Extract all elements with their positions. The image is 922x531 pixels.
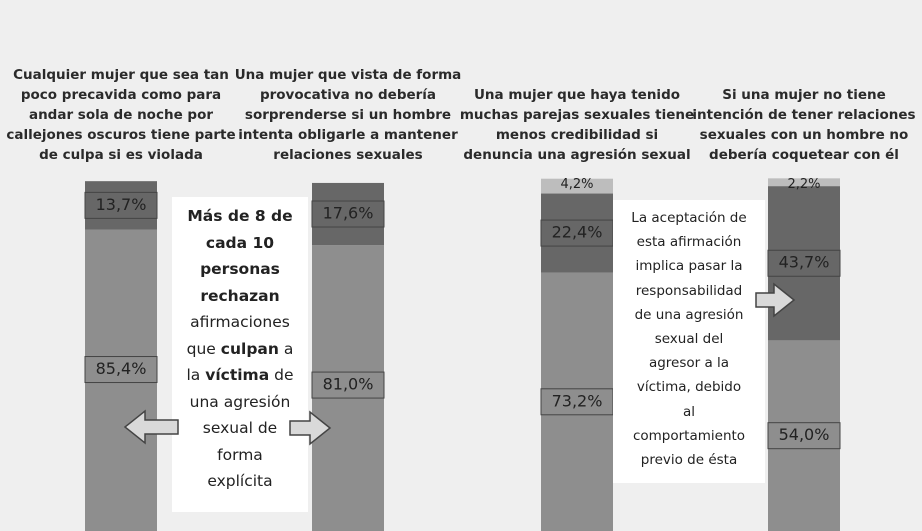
annotation-text: agresor a la (648, 355, 730, 372)
value-label-box (311, 371, 385, 399)
value-label: 22,4% (552, 223, 603, 242)
annotation-text: responsabilidad (635, 282, 743, 299)
bar-segment (85, 181, 157, 230)
annotation-line: previo de ésta (613, 448, 765, 472)
annotation-text: una agresión (189, 392, 291, 411)
value-label: 73,2% (552, 391, 603, 410)
bar-segment (768, 178, 840, 187)
annotation-text: personas (200, 260, 280, 278)
annotation-box: Más de 8 de cada 10 personas rechazan afirma… (172, 197, 308, 512)
annotation-text: La aceptación de (631, 210, 747, 226)
annotation-text: implica pasar la (635, 258, 743, 275)
bar-segment (768, 340, 840, 531)
annotation-line: sexual de (172, 415, 308, 442)
annotation-line: responsabilidad (613, 279, 765, 303)
value-label-box (311, 200, 385, 228)
annotation-text: a (278, 339, 294, 358)
arrow (289, 410, 332, 446)
value-label-box (767, 422, 841, 450)
value-label-box (767, 249, 841, 277)
annotation-line: forma (172, 442, 308, 469)
category-label: Una mujer que vista de forma provocativa… (234, 67, 462, 163)
annotation-line: rechazan (172, 283, 308, 310)
annotation-text: de (269, 366, 294, 384)
annotation-line: afirmaciones (172, 309, 308, 336)
annotation-text: de una agresión (634, 306, 744, 323)
bar-segment (312, 182, 384, 246)
annotation-line: comportamiento (613, 424, 765, 448)
annotation-text: cada 10 (205, 233, 275, 252)
annotation-line: una agresión (172, 389, 308, 416)
category-label: Si una mujer no tiene intención de tener… (692, 87, 916, 163)
bar-segment (541, 193, 613, 273)
value-label: 81,0% (323, 375, 374, 394)
annotation-line: la víctima de (172, 362, 308, 389)
annotation-box: La aceptación de esta afirmación implica p… (613, 200, 765, 483)
annotation-line: cada 10 (172, 230, 308, 257)
annotation-line: implica pasar la (613, 254, 765, 278)
bar-segment (312, 245, 384, 531)
annotation-line: víctima, debido (613, 375, 765, 399)
annotation-text: Más de 8 de (187, 207, 293, 225)
annotation-text: explícita (207, 472, 273, 490)
annotation-text: comportamiento (632, 427, 746, 444)
value-label: 4,2% (560, 177, 593, 192)
value-label: 2,2% (787, 177, 820, 192)
bar-segment (85, 229, 157, 531)
annotation-text: la (186, 366, 206, 384)
value-label-box (84, 191, 158, 219)
annotation-text: víctima (205, 366, 270, 384)
value-label-box (84, 356, 158, 384)
annotation-text: al (682, 403, 696, 420)
annotation-text: que (186, 339, 221, 358)
annotation-text: previo de ésta (640, 452, 738, 469)
annotation-text: forma (217, 445, 263, 464)
bar-segment (541, 272, 613, 531)
annotation-text: rechazan (200, 286, 280, 305)
bar-segment (768, 186, 840, 341)
value-label: 54,0% (779, 425, 830, 444)
annotation-line: La aceptación de (613, 206, 765, 230)
value-label: 43,7% (779, 253, 830, 272)
annotation-text: culpan (220, 339, 279, 358)
annotation-line: Más de 8 de (172, 203, 308, 230)
arrow (123, 409, 179, 445)
value-label: 17,6% (323, 204, 374, 223)
category-label: Cualquier mujer que sea tan poco precavi… (6, 67, 236, 163)
annotation-text: sexual de (202, 419, 278, 437)
annotation-line: personas (172, 256, 308, 283)
annotation-line: explícita (172, 468, 308, 495)
annotation-line: agresor a la (613, 351, 765, 375)
annotation-line: sexual del (613, 327, 765, 351)
annotation-text: víctima, debido (636, 379, 742, 396)
annotation-line: que culpan a (172, 336, 308, 363)
annotation-line: al (613, 400, 765, 424)
annotation-line: esta afirmación (613, 230, 765, 254)
annotation-line: de una agresión (613, 303, 765, 327)
value-label: 85,4% (96, 359, 147, 378)
arrow (755, 282, 796, 318)
value-label: 13,7% (96, 195, 147, 214)
annotation-text: sexual del (654, 331, 724, 348)
annotation-text: esta afirmación (636, 234, 742, 251)
annotation-text: afirmaciones (190, 313, 290, 331)
bar-segment (541, 178, 613, 194)
category-label: Una mujer que haya tenido muchas parejas… (459, 87, 695, 163)
